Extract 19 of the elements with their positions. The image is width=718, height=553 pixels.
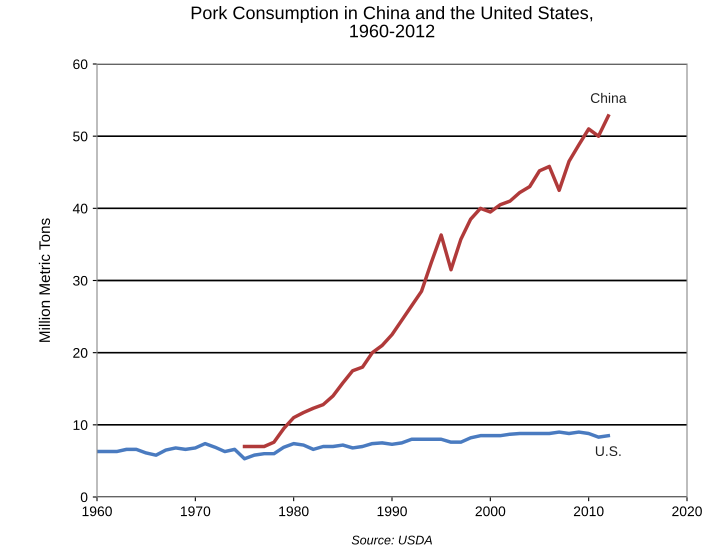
x-tick-label: 1980 (279, 506, 309, 516)
y-tick-label: 30 (73, 276, 88, 286)
y-tick-label: 0 (80, 492, 88, 502)
y-tick-label: 40 (72, 204, 88, 214)
x-tick-label: 2010 (574, 506, 604, 516)
series-label: China (590, 92, 626, 104)
y-tick-label: 20 (73, 348, 88, 358)
x-tick-label: 2000 (476, 506, 506, 516)
x-tick-label: 1990 (378, 506, 407, 516)
y-tick-label: 10 (74, 420, 88, 430)
series-label: U.S. (596, 446, 621, 456)
x-tick-label: 2020 (672, 506, 702, 516)
y-tick-label: 50 (73, 132, 88, 142)
y-axis-title: Million Metric Tons (38, 218, 50, 342)
chart-title: Pork Consumption in China and the United States, 1960-2012 (192, 6, 592, 38)
y-tick-label: 60 (73, 59, 88, 70)
x-tick-label: 1960 (82, 506, 112, 516)
x-tick-label: 1970 (180, 506, 210, 516)
source-note: Source: USDA (352, 536, 432, 545)
